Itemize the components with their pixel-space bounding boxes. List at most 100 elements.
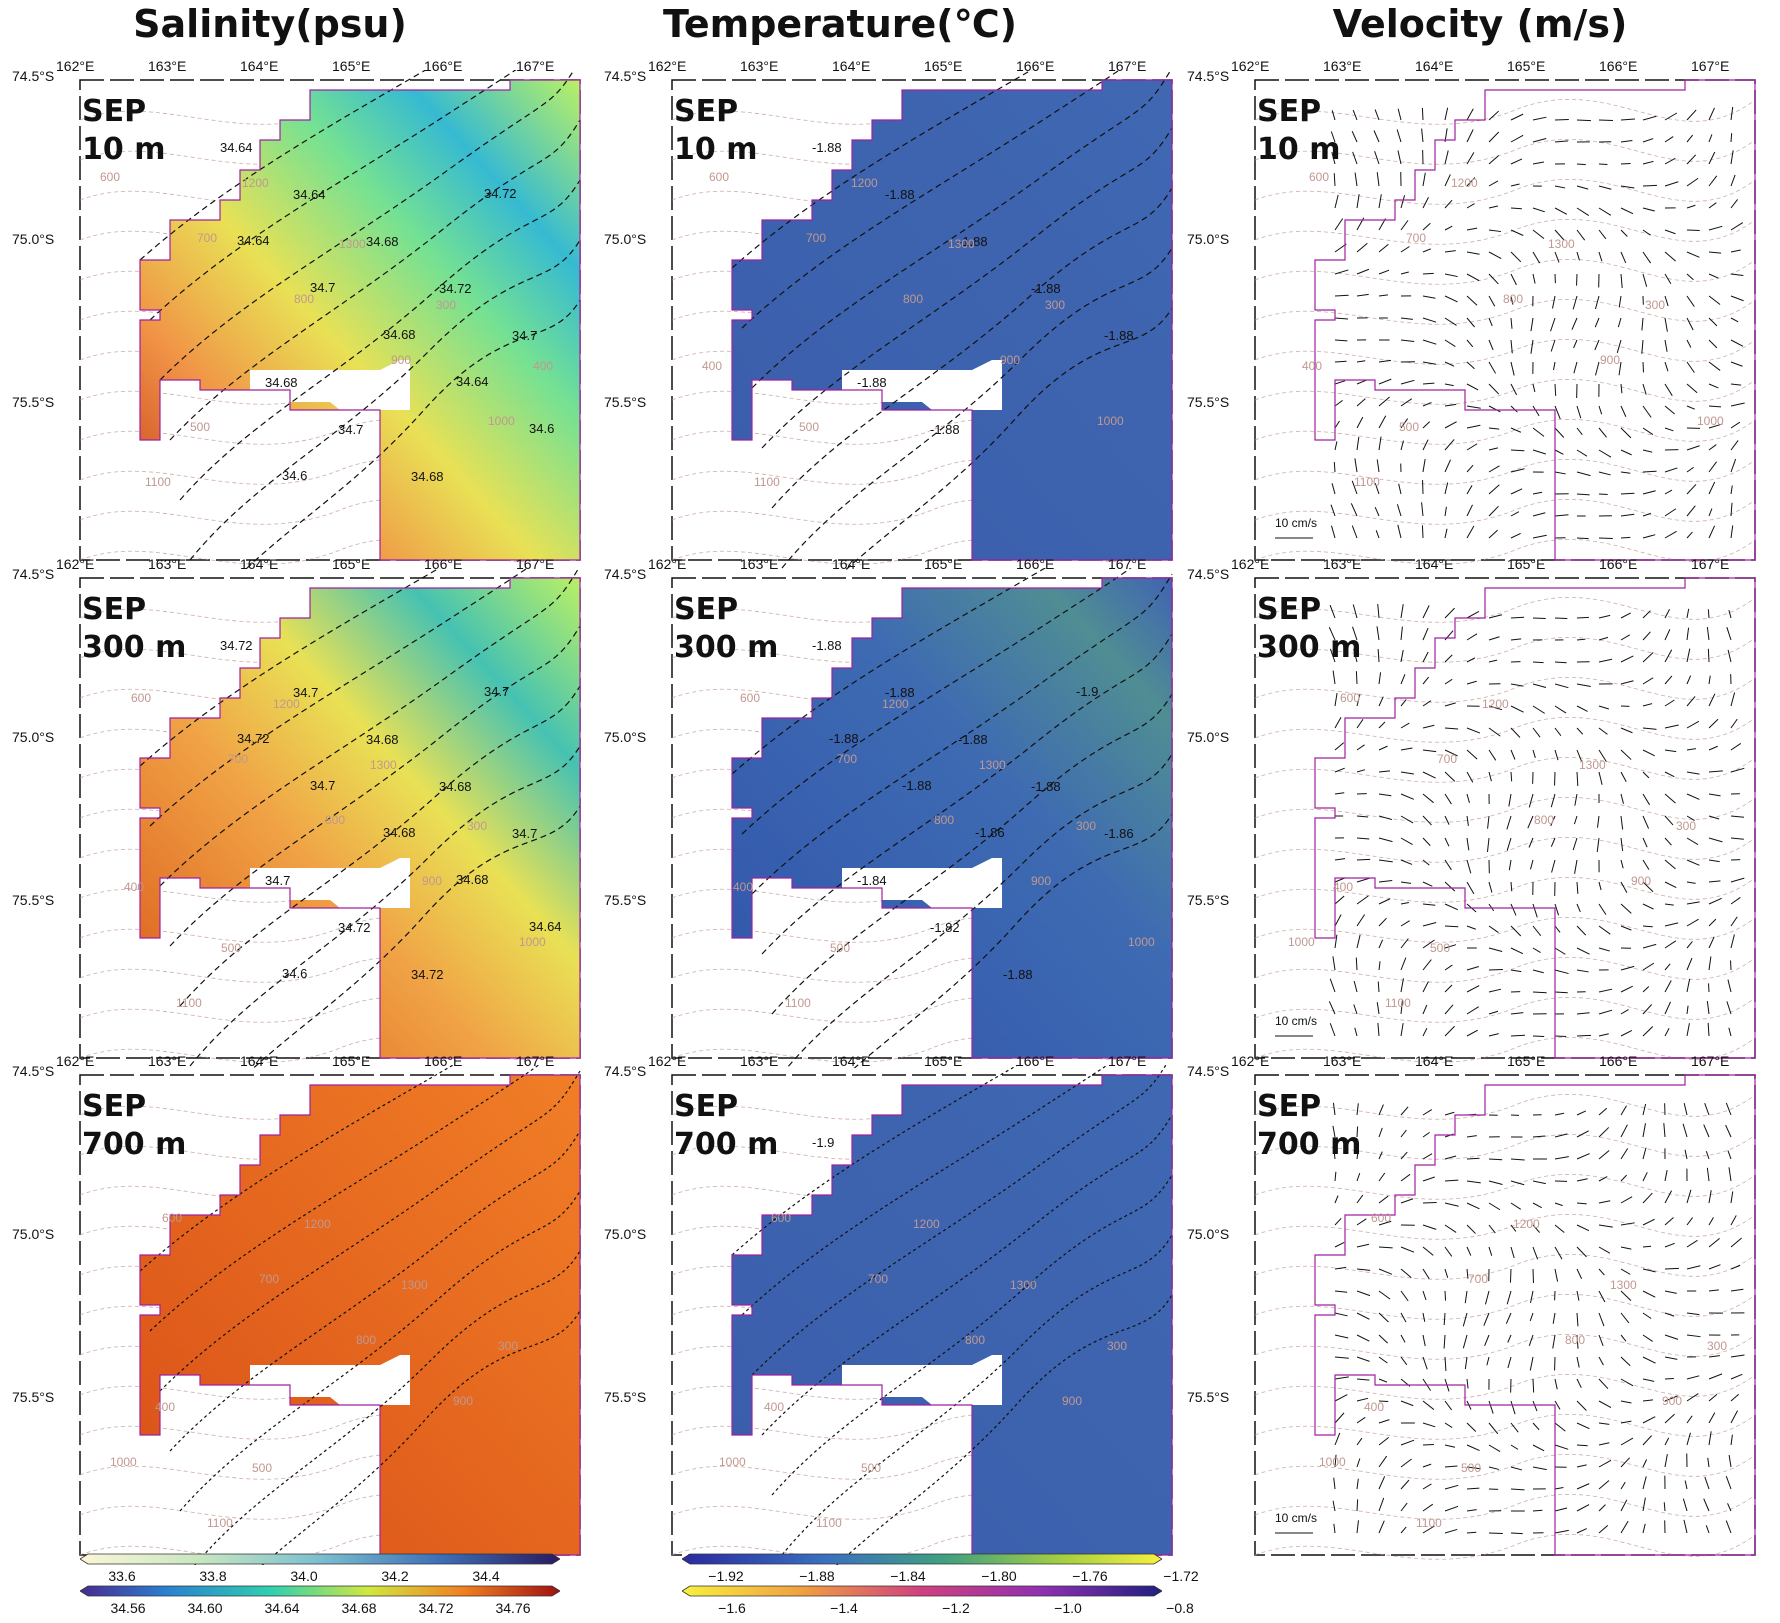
velocity-arrow [1422, 108, 1423, 120]
bathymetry-value-label: 1200 [913, 1217, 940, 1231]
bathymetry-value-label: 1000 [110, 1455, 137, 1469]
velocity-arrow [1577, 538, 1589, 539]
longitude-tick-label: 163°E [740, 1053, 778, 1069]
latitude-tick-label: 75.5°S [604, 1389, 646, 1405]
depth-label: 300 m [82, 630, 186, 666]
bathymetry-value-label: 1200 [1482, 697, 1509, 711]
bathymetry-value-label: 700 [868, 1272, 888, 1286]
bathymetry-value-label: 1000 [1288, 935, 1315, 949]
month-label: SEP [82, 592, 146, 628]
velocity-arrow [1577, 164, 1586, 165]
longitude-tick-label: 166°E [424, 58, 462, 74]
latitude-tick-label: 75.5°S [1187, 892, 1229, 908]
bathymetry-value-label: 1300 [979, 758, 1006, 772]
temperature-colorbars [682, 1552, 1162, 1618]
bathymetry-value-label: 1000 [1319, 1455, 1346, 1469]
latitude-tick-label: 75.0°S [1187, 729, 1229, 745]
bathymetry-value-label: 1100 [145, 475, 171, 489]
bathymetry-value-label: 700 [259, 1272, 279, 1286]
depth-label: 700 m [1257, 1127, 1361, 1163]
bathymetry-value-label: 300 [1045, 298, 1065, 312]
bathymetry-value-label: 1100 [785, 996, 811, 1010]
longitude-tick-label: 163°E [148, 556, 186, 572]
longitude-tick-label: 164°E [832, 556, 870, 572]
depth-label: 300 m [1257, 630, 1361, 666]
longitude-tick-label: 166°E [424, 556, 462, 572]
bathymetry-value-label: 800 [356, 1333, 376, 1347]
bathymetry-value-label: 1000 [519, 935, 546, 949]
longitude-tick-label: 165°E [332, 556, 370, 572]
bathymetry-value-label: 600 [162, 1211, 182, 1225]
contour-value-label: 34.72 [411, 967, 444, 982]
bathymetry-value-label: 1200 [1451, 176, 1478, 190]
bathymetry-value-label: 500 [799, 420, 819, 434]
longitude-tick-label: 166°E [1016, 58, 1054, 74]
longitude-tick-label: 165°E [924, 1053, 962, 1069]
bathymetry-value-label: 1300 [1548, 237, 1575, 251]
month-label: SEP [674, 592, 738, 628]
latitude-tick-label: 75.0°S [1187, 231, 1229, 247]
contour-value-label: 34.7 [484, 684, 509, 699]
bathymetry-value-label: 1100 [1354, 475, 1380, 489]
velocity-arrow [1335, 361, 1347, 362]
latitude-tick-label: 75.5°S [1187, 1389, 1229, 1405]
bathymetry-value-label: 600 [1340, 691, 1360, 705]
velocity-arrow [1731, 133, 1732, 142]
bathymetry-value-label: 500 [190, 420, 210, 434]
contour-value-label: -1.88 [812, 140, 842, 155]
bathymetry-value-label: 700 [1406, 231, 1426, 245]
bathymetry-value-label: 800 [1534, 813, 1554, 827]
contour-value-label: -1.88 [1031, 779, 1061, 794]
contour-value-label: 34.6 [282, 468, 307, 483]
bathymetry-value-label: 1000 [1097, 414, 1124, 428]
bathymetry-value-label: 600 [709, 170, 729, 184]
longitude-tick-label: 165°E [1507, 58, 1545, 74]
bathymetry-value-label: 900 [1631, 874, 1651, 888]
bathymetry-value-label: 800 [965, 1333, 985, 1347]
longitude-tick-label: 166°E [1599, 556, 1637, 572]
longitude-tick-label: 162°E [56, 556, 94, 572]
contour-value-label: 34.64 [237, 233, 270, 248]
velocity-arrow [1445, 1291, 1446, 1301]
velocity-arrow [1510, 1269, 1511, 1283]
month-label: SEP [674, 1089, 738, 1125]
velocity-arrow [1533, 618, 1546, 619]
bathymetry-value-label: 300 [1676, 819, 1696, 833]
longitude-tick-label: 165°E [332, 58, 370, 74]
latitude-tick-label: 75.0°S [604, 1226, 646, 1242]
month-label: SEP [82, 1089, 146, 1125]
bathymetry-value-label: 1200 [273, 697, 300, 711]
contour-value-label: 34.72 [237, 731, 270, 746]
latitude-tick-label: 74.5°S [604, 566, 646, 582]
contour-value-label: -1.88 [885, 187, 915, 202]
contour-value-label: -1.88 [857, 375, 887, 390]
bathymetry-value-label: 500 [1461, 1461, 1481, 1475]
latitude-tick-label: 75.0°S [604, 231, 646, 247]
contour-value-label: 34.7 [338, 422, 363, 437]
bathymetry-value-label: 400 [1302, 359, 1322, 373]
bathymetry-value-label: 1200 [304, 1217, 331, 1231]
longitude-tick-label: 167°E [516, 1053, 554, 1069]
latitude-tick-label: 74.5°S [604, 68, 646, 84]
bathymetry-value-label: 400 [155, 1400, 175, 1414]
velocity-arrow [1533, 1036, 1544, 1037]
contour-value-label: -1.88 [1003, 967, 1033, 982]
temperature-colorbar-graphic [682, 1552, 1162, 1618]
longitude-tick-label: 166°E [1599, 58, 1637, 74]
longitude-tick-label: 163°E [1323, 1053, 1361, 1069]
colorbar-tick-label: 34.2 [381, 1568, 408, 1584]
contour-value-label: 34.68 [439, 779, 472, 794]
velocity-arrow [1357, 1499, 1358, 1511]
longitude-tick-label: 162°E [1231, 556, 1269, 572]
velocity-arrow [1643, 362, 1644, 372]
longitude-tick-label: 164°E [1415, 58, 1453, 74]
longitude-tick-label: 167°E [1691, 556, 1729, 572]
longitude-tick-label: 164°E [832, 58, 870, 74]
bathymetry-value-label: 900 [1600, 353, 1620, 367]
longitude-tick-label: 164°E [240, 1053, 278, 1069]
latitude-tick-label: 74.5°S [1187, 566, 1229, 582]
bathymetry-value-label: 700 [837, 752, 857, 766]
bathymetry-value-label: 400 [533, 359, 553, 373]
longitude-tick-label: 164°E [240, 58, 278, 74]
contour-value-label: 34.68 [383, 825, 416, 840]
